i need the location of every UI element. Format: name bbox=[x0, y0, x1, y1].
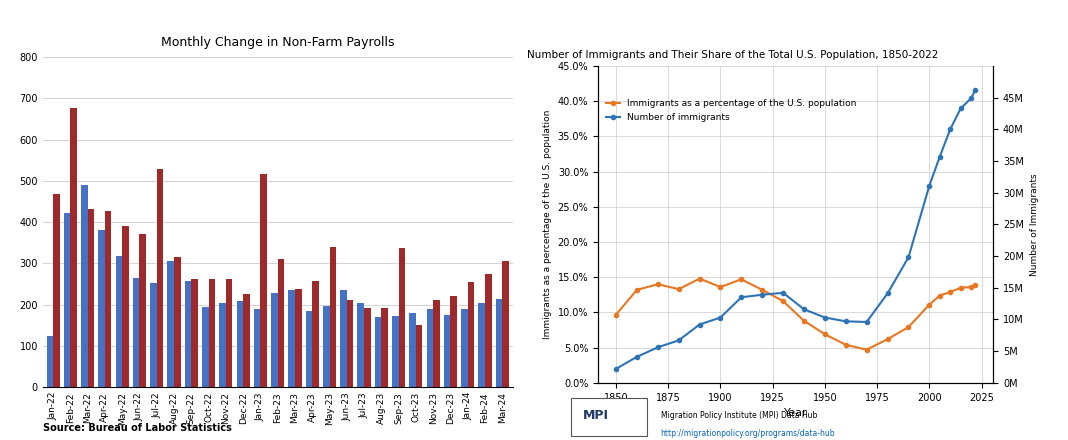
Bar bbox=[53, 194, 60, 387]
Bar bbox=[409, 313, 415, 387]
Bar bbox=[485, 274, 491, 387]
Bar bbox=[185, 281, 191, 387]
Bar bbox=[434, 300, 440, 387]
Bar bbox=[288, 290, 295, 387]
Bar bbox=[392, 316, 398, 387]
Bar bbox=[375, 317, 381, 387]
Bar bbox=[261, 174, 267, 387]
Bar bbox=[132, 278, 140, 387]
Bar bbox=[341, 290, 347, 387]
Y-axis label: Number of Immigrants: Number of Immigrants bbox=[1030, 173, 1038, 276]
Bar bbox=[451, 297, 457, 387]
Bar bbox=[88, 209, 94, 387]
Text: Migration Policy Institute (MPI) Data Hub: Migration Policy Institute (MPI) Data Hu… bbox=[661, 411, 817, 420]
Bar bbox=[278, 259, 284, 387]
Bar bbox=[502, 261, 508, 387]
X-axis label: Year: Year bbox=[784, 408, 807, 418]
Bar bbox=[64, 213, 70, 387]
Bar bbox=[295, 289, 301, 387]
Bar bbox=[271, 293, 278, 387]
Bar bbox=[305, 311, 312, 387]
Bar bbox=[358, 303, 364, 387]
Y-axis label: Immigrants as a percentage of the U.S. population: Immigrants as a percentage of the U.S. p… bbox=[543, 110, 552, 339]
Bar bbox=[415, 325, 423, 387]
Text: Number of Immigrants and Their Share of the Total U.S. Population, 1850-2022: Number of Immigrants and Their Share of … bbox=[527, 50, 939, 60]
Bar bbox=[98, 231, 105, 387]
Bar bbox=[478, 303, 485, 387]
Bar bbox=[381, 308, 388, 387]
Bar bbox=[468, 282, 474, 387]
Bar bbox=[202, 307, 208, 387]
Bar bbox=[115, 256, 122, 387]
Bar bbox=[330, 247, 336, 387]
Text: Source: Bureau of Labor Statistics: Source: Bureau of Labor Statistics bbox=[43, 423, 232, 433]
Bar bbox=[236, 301, 244, 387]
Bar bbox=[81, 185, 88, 387]
Bar bbox=[140, 234, 146, 387]
Bar bbox=[244, 294, 250, 387]
Bar bbox=[571, 398, 646, 436]
Bar bbox=[122, 226, 129, 387]
Bar bbox=[323, 305, 330, 387]
Bar bbox=[312, 281, 318, 387]
Bar bbox=[461, 309, 468, 387]
Text: MPI: MPI bbox=[583, 409, 609, 422]
Bar bbox=[426, 309, 434, 387]
Bar bbox=[364, 308, 371, 387]
Bar bbox=[444, 315, 451, 387]
Bar bbox=[225, 279, 233, 387]
Bar bbox=[254, 309, 261, 387]
Bar bbox=[47, 336, 53, 387]
Bar bbox=[398, 248, 405, 387]
Bar bbox=[208, 279, 215, 387]
Bar bbox=[168, 261, 174, 387]
Bar bbox=[174, 257, 180, 387]
Bar bbox=[105, 211, 111, 387]
Title: Monthly Change in Non-Farm Payrolls: Monthly Change in Non-Farm Payrolls bbox=[161, 36, 394, 49]
Bar bbox=[70, 107, 77, 387]
Bar bbox=[347, 300, 354, 387]
Bar bbox=[496, 298, 502, 387]
Text: http://migrationpolicy.org/programs/data-hub: http://migrationpolicy.org/programs/data… bbox=[661, 429, 835, 438]
Legend: Immigrants as a percentage of the U.S. population, Number of immigrants: Immigrants as a percentage of the U.S. p… bbox=[602, 96, 860, 125]
Bar bbox=[191, 279, 198, 387]
Bar bbox=[219, 304, 225, 387]
Bar bbox=[151, 283, 157, 387]
Bar bbox=[157, 169, 163, 387]
